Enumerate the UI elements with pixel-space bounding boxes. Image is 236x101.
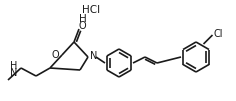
Text: HCl: HCl bbox=[82, 5, 100, 15]
Text: Cl: Cl bbox=[214, 29, 223, 39]
Text: H: H bbox=[79, 14, 87, 24]
Text: O: O bbox=[78, 21, 86, 31]
Text: H: H bbox=[10, 61, 18, 71]
Text: N: N bbox=[90, 51, 98, 61]
Text: N: N bbox=[10, 68, 18, 78]
Text: O: O bbox=[51, 50, 59, 60]
